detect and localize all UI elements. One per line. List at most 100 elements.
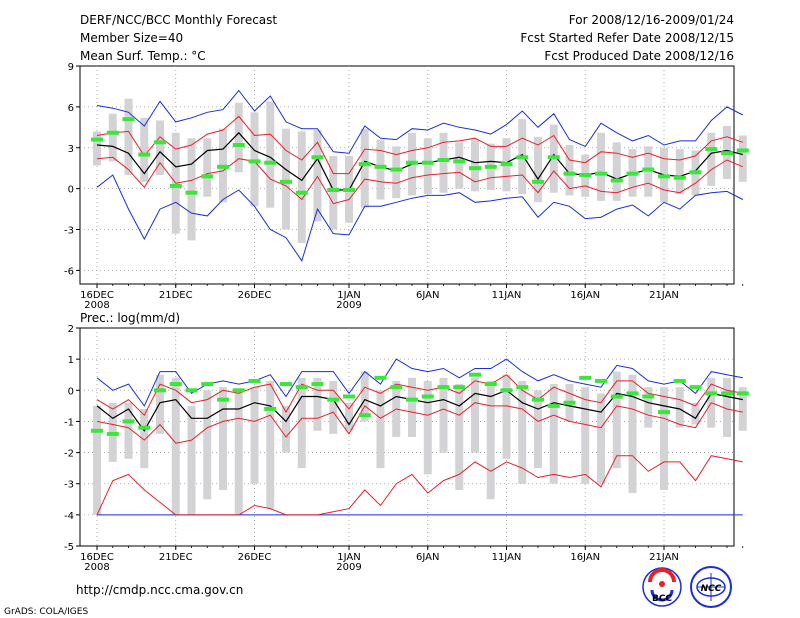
x-tick-label: 21JAN (649, 552, 679, 563)
y-tick-label: 0 (68, 185, 74, 196)
observed-mark (563, 171, 576, 176)
observed-mark (484, 382, 497, 387)
member-range-box (297, 131, 306, 244)
member-range-box (408, 377, 416, 437)
member-range-box (597, 132, 605, 201)
member-range-box (329, 155, 338, 230)
x-tick-label: 21DEC (159, 552, 193, 563)
member-range-box (219, 387, 227, 490)
observed-mark (437, 158, 450, 163)
observed-mark (421, 160, 434, 165)
refer-date: Fcst Started Refer Date 2008/12/15 (520, 31, 734, 45)
member-range-box (187, 138, 196, 241)
y-tick-label: -2 (64, 449, 74, 460)
y-tick-label: 1 (68, 355, 74, 366)
observed-mark (595, 171, 607, 176)
member-range-box (250, 112, 259, 207)
observed-mark (311, 382, 324, 387)
member-range-box (376, 139, 385, 200)
observed-mark (374, 164, 387, 169)
x-year-label: 2009 (336, 300, 361, 311)
member-range-box (471, 139, 479, 192)
member-range-box (282, 405, 290, 453)
member-range-box (628, 374, 637, 494)
member-range-box (156, 120, 164, 175)
temp-panel-title: Mean Surf. Temp.: °C (80, 49, 206, 63)
forecast-period: For 2008/12/16-2009/01/24 (569, 13, 734, 27)
observed-mark (327, 187, 340, 192)
observed-mark (705, 391, 718, 396)
y-tick-label: -5 (64, 542, 74, 553)
ensemble-mean-line (96, 389, 743, 432)
member-range-box (423, 380, 432, 475)
observed-mark (658, 410, 670, 415)
member-range-box (392, 146, 401, 199)
observed-mark (642, 167, 655, 172)
observed-mark (327, 397, 340, 402)
member-range-box (707, 132, 716, 186)
y-tick-label: -4 (64, 511, 74, 522)
observed-mark (185, 190, 198, 195)
observed-mark (390, 385, 403, 390)
plot-frame (79, 327, 735, 547)
observed-mark (217, 397, 229, 402)
observed-mark (343, 394, 355, 399)
observed-mark (721, 151, 733, 156)
grads-credit: GrADS: COLA/IGES (4, 607, 88, 617)
member-range-box (644, 146, 653, 197)
observed-mark (437, 385, 450, 390)
observed-mark (138, 152, 151, 157)
observed-mark (421, 394, 434, 399)
observed-mark (484, 164, 497, 169)
x-tick-label: 16DEC (80, 290, 114, 301)
observed-mark (547, 155, 560, 160)
observed-mark (626, 391, 639, 396)
member-range-box (597, 393, 605, 484)
observed-mark (248, 159, 261, 164)
observed-mark (689, 170, 702, 175)
member-range-box (439, 377, 448, 453)
observed-mark (689, 385, 702, 390)
x-year-label: 2008 (84, 300, 109, 311)
member-range-box (738, 135, 747, 182)
member-range-box (612, 142, 621, 201)
x-tick-label: 1JAN (337, 552, 360, 563)
observed-mark (610, 394, 623, 399)
x-tick-label: 6JAN (416, 290, 439, 301)
observed-mark (154, 140, 166, 145)
ncc-logo-text: NCC (701, 584, 722, 594)
member-range-box (518, 380, 527, 484)
member-range-box (313, 377, 322, 431)
member-range-box (329, 380, 338, 434)
x-tick-label: 16JAN (570, 552, 600, 563)
y-tick-label: -3 (64, 480, 74, 491)
observed-mark (547, 403, 560, 408)
observed-mark (532, 397, 544, 402)
x-tick-label: 1JAN (337, 290, 360, 301)
min-line (96, 455, 743, 516)
observed-mark (563, 400, 576, 405)
source-url[interactable]: http://cmdp.ncc.cma.gov.cn (76, 583, 243, 597)
observed-mark (532, 179, 544, 184)
x-year-label: 2009 (336, 562, 361, 573)
observed-mark (280, 179, 292, 184)
observed-mark (106, 431, 119, 436)
observed-mark (138, 425, 151, 430)
member-range-box (423, 138, 432, 195)
observed-mark (500, 162, 513, 167)
observed-mark (91, 428, 103, 433)
observed-mark (673, 378, 686, 383)
observed-mark (201, 174, 214, 179)
x-tick-label: 6JAN (416, 552, 439, 563)
member-range-box (140, 408, 149, 469)
member-range-box (156, 374, 164, 434)
member-range-box (124, 98, 133, 175)
observed-mark (248, 378, 261, 383)
member-range-box (124, 402, 133, 459)
member-range-box (455, 142, 464, 189)
member-range-box (345, 402, 353, 431)
member-range-box (250, 387, 259, 484)
member-range-box (675, 149, 684, 195)
